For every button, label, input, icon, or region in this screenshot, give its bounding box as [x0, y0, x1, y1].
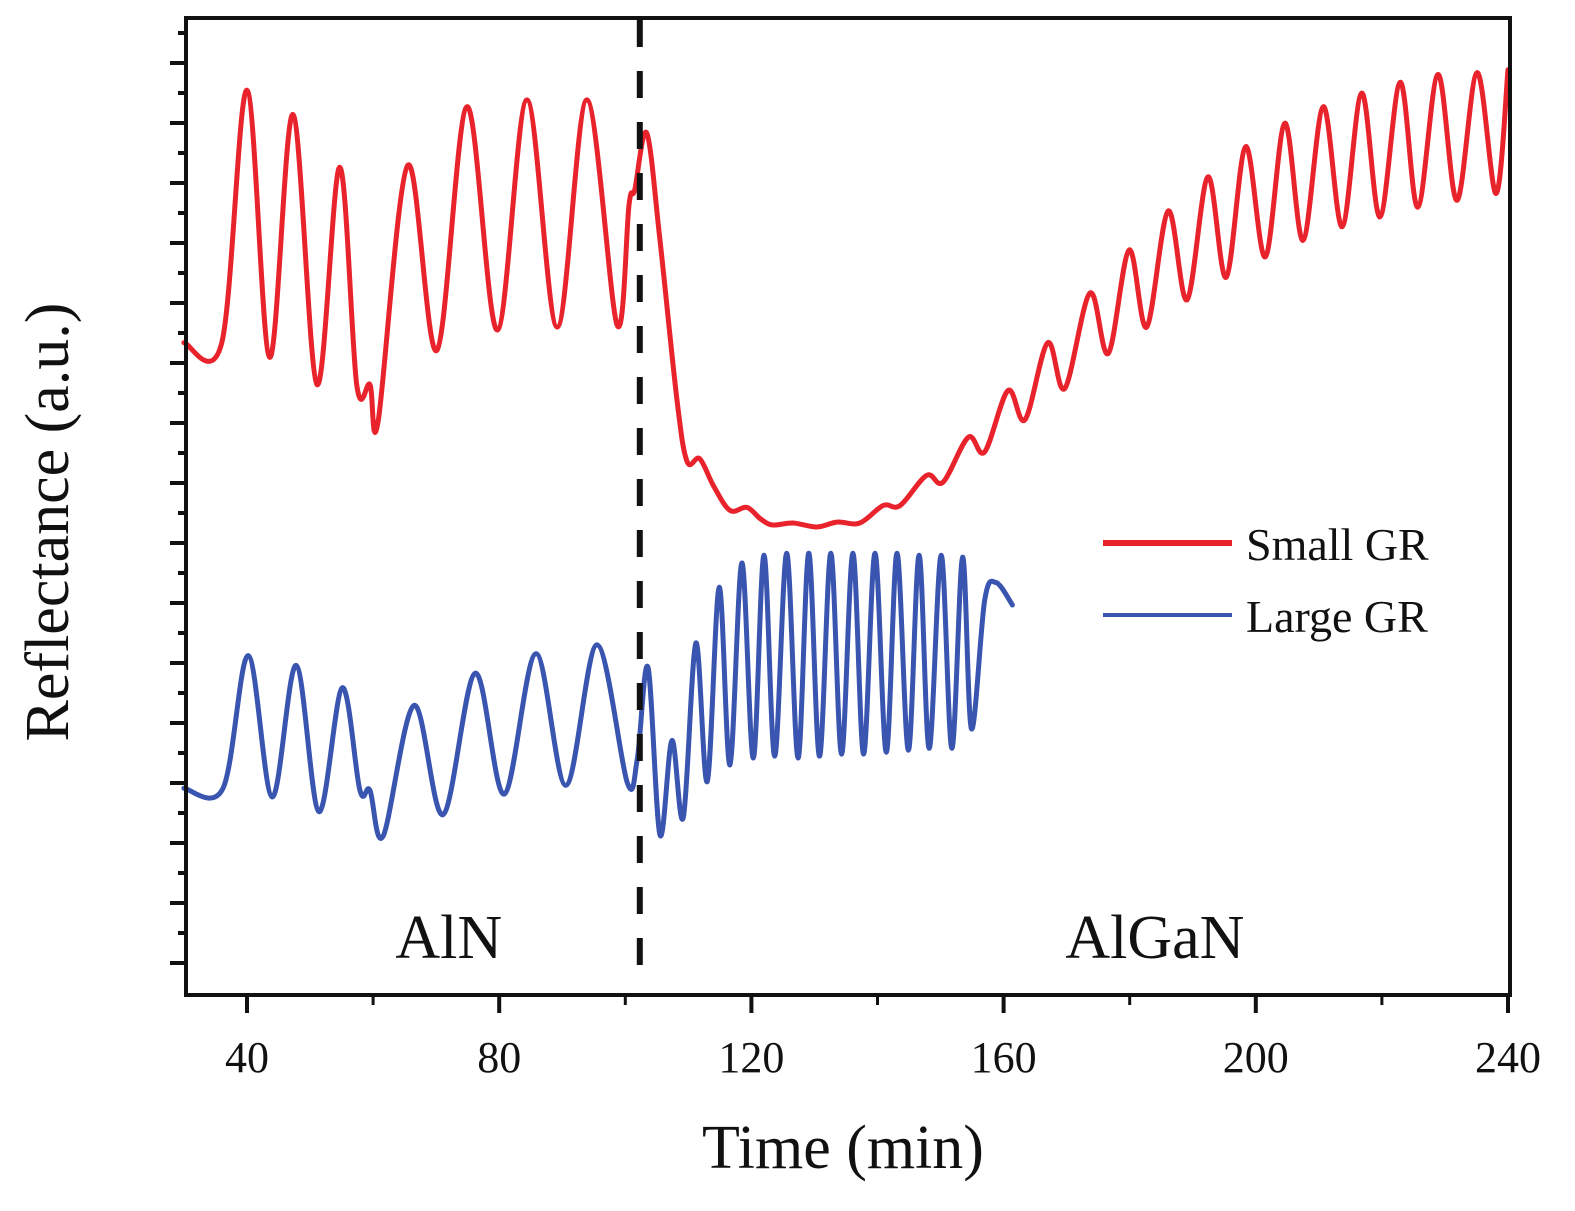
legend: Small GR Large GR [1103, 519, 1429, 642]
series-layer [181, 67, 1511, 841]
x-tick-label: 200 [1223, 1033, 1289, 1082]
region-label-aln: AlN [395, 904, 502, 972]
x-tick-label: 120 [718, 1033, 784, 1082]
region-label-algan: AlGaN [1065, 904, 1244, 972]
series-line-large-gr [181, 550, 1015, 841]
x-tick-label: 80 [477, 1033, 521, 1082]
x-axis-title: Time (min) [702, 1114, 984, 1182]
plot-frame [184, 16, 1512, 997]
x-tick-label: 40 [225, 1033, 269, 1082]
x-tick-label: 240 [1475, 1033, 1541, 1082]
legend-label-large-gr: Large GR [1246, 591, 1428, 642]
y-axis-title: Reflectance (a.u.) [14, 303, 82, 742]
legend-label-small-gr: Small GR [1246, 519, 1429, 570]
series-line-small-gr [181, 67, 1511, 530]
x-tick-labels: 40 80 120 160 200 240 [225, 1033, 1541, 1082]
x-tick-label: 160 [971, 1033, 1037, 1082]
